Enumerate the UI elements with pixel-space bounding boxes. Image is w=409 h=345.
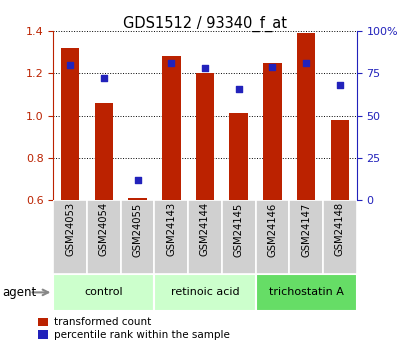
Bar — [87, 200, 120, 274]
Point — [67, 62, 73, 68]
Bar — [229, 114, 247, 200]
Text: trichostatin A: trichostatin A — [268, 287, 343, 297]
Text: GSM24053: GSM24053 — [65, 202, 75, 256]
Point — [268, 64, 275, 69]
Bar — [154, 200, 188, 274]
Bar — [120, 200, 154, 274]
Point — [235, 86, 241, 91]
Text: GSM24147: GSM24147 — [300, 202, 310, 257]
Bar — [330, 120, 348, 200]
Text: GSM24055: GSM24055 — [132, 202, 142, 257]
Bar — [53, 200, 87, 274]
Bar — [255, 274, 356, 310]
Bar — [61, 48, 79, 200]
Text: GSM24054: GSM24054 — [99, 202, 109, 256]
Text: GSM24146: GSM24146 — [267, 202, 277, 257]
Bar — [188, 200, 221, 274]
Bar — [263, 63, 281, 200]
Bar — [154, 274, 255, 310]
Point — [302, 60, 309, 66]
Bar — [128, 198, 146, 200]
Point — [336, 82, 342, 88]
Bar — [296, 33, 315, 200]
Point — [168, 60, 174, 66]
Text: GSM24148: GSM24148 — [334, 202, 344, 256]
Bar — [195, 73, 214, 200]
Text: GSM24143: GSM24143 — [166, 202, 176, 256]
Text: GDS1512 / 93340_f_at: GDS1512 / 93340_f_at — [123, 16, 286, 32]
Text: GSM24144: GSM24144 — [200, 202, 209, 256]
Legend: transformed count, percentile rank within the sample: transformed count, percentile rank withi… — [38, 317, 229, 340]
Bar — [322, 200, 356, 274]
Bar — [289, 200, 322, 274]
Bar — [53, 274, 154, 310]
Bar — [221, 200, 255, 274]
Text: agent: agent — [2, 286, 36, 299]
Bar — [94, 103, 113, 200]
Bar — [255, 200, 289, 274]
Text: control: control — [84, 287, 123, 297]
Text: GSM24145: GSM24145 — [233, 202, 243, 257]
Point — [134, 177, 141, 183]
Bar — [162, 57, 180, 200]
Point — [201, 66, 208, 71]
Text: retinoic acid: retinoic acid — [170, 287, 239, 297]
Point — [100, 76, 107, 81]
